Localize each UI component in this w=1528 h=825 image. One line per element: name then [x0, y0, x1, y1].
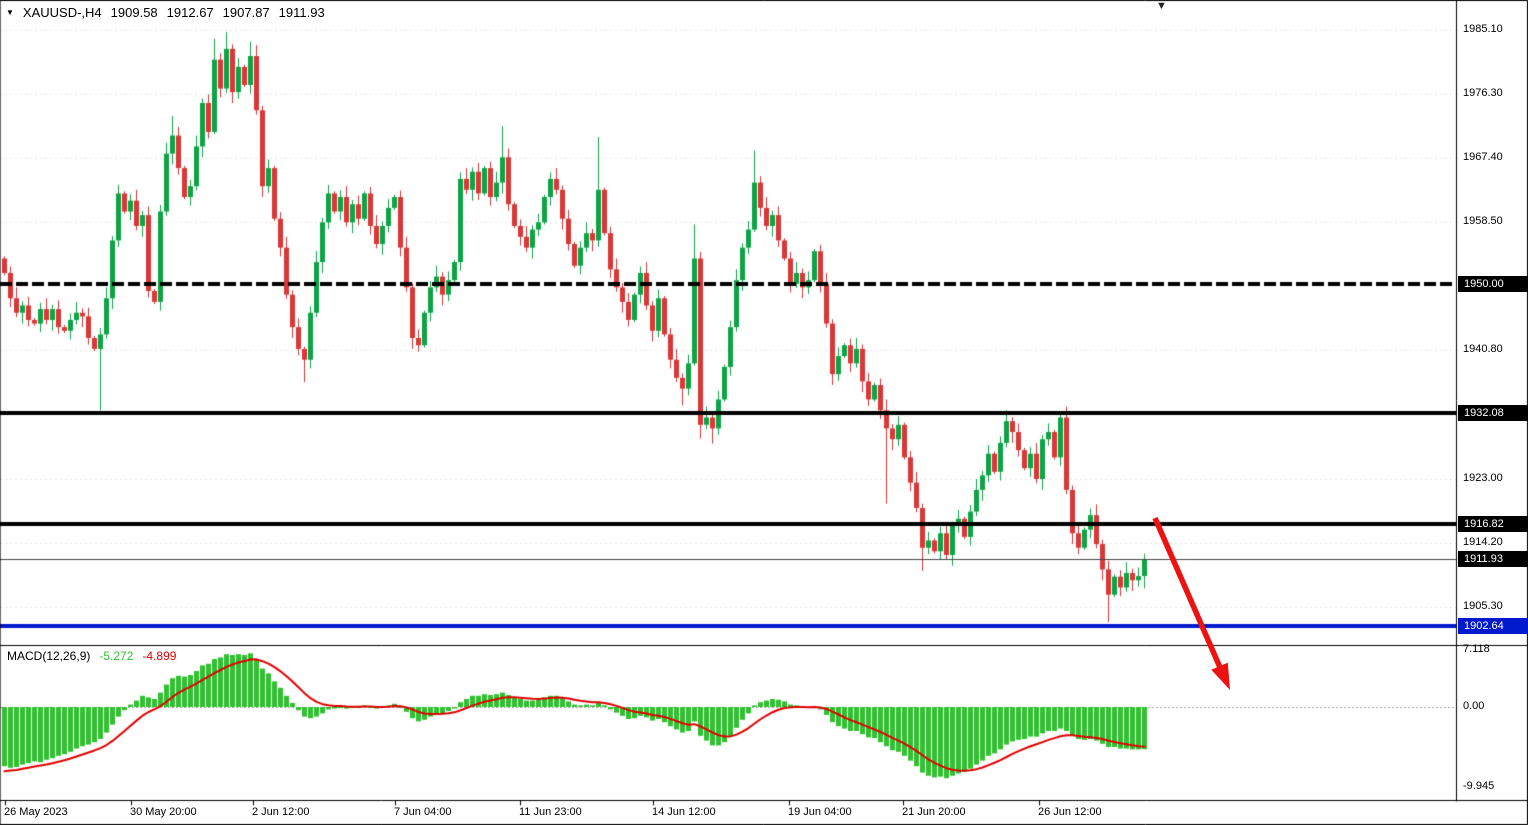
macd-name-label: MACD(12,26,9) [7, 649, 91, 663]
macd-main-value: -5.272 [99, 649, 134, 663]
macd-signal-value: -4.899 [142, 649, 177, 663]
one-click-trading-arrow-icon[interactable]: ▼ [6, 8, 14, 17]
ohlc-close-value: 1911.93 [278, 5, 325, 20]
ohlc-open-value: 1909.58 [110, 5, 158, 20]
ohlc-low-value: 1907.87 [222, 5, 270, 20]
macd-indicator-label: MACD(12,26,9) -5.272 -4.899 [7, 649, 176, 663]
chart-shift-marker-icon[interactable]: ▼ [1156, 0, 1167, 12]
chart-header: ▼ XAUUSD-,H4 1909.58 1912.67 1907.87 191… [6, 5, 325, 20]
symbol-timeframe-label: XAUUSD-,H4 [22, 5, 102, 20]
ohlc-high-value: 1912.67 [166, 5, 214, 20]
